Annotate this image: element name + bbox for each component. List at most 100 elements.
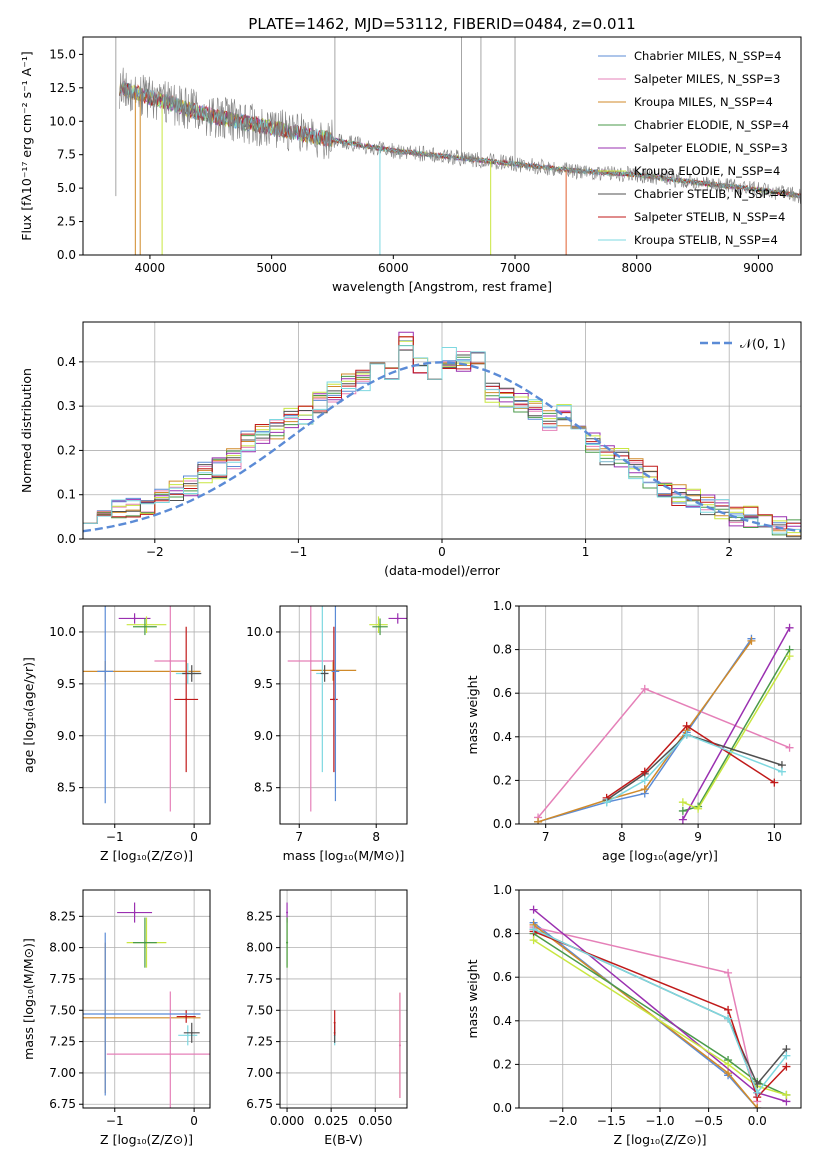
data-point — [143, 625, 146, 628]
data-point — [133, 911, 136, 914]
plus-marker — [678, 815, 687, 824]
y-axis-label: Flux [fλ10⁻¹⁷ erg cm⁻² s⁻¹ A⁻¹] — [19, 51, 34, 240]
y-tick-label: 7.00 — [246, 1066, 273, 1080]
series-line — [682, 649, 791, 812]
data-point — [186, 1034, 189, 1037]
x-axis-label: Z [log₁₀(Z/Z⊙)] — [100, 848, 193, 863]
x-tick-label: 9000 — [743, 261, 774, 275]
x-tick-label: 8 — [372, 830, 380, 844]
y-tick-label: 0.0 — [493, 1101, 512, 1115]
y-axis-label: mass weight — [465, 959, 480, 1038]
data-point — [379, 625, 382, 628]
x-tick-label: 0 — [438, 545, 446, 559]
x-tick-label: −2.0 — [548, 1114, 577, 1128]
axes-frame — [82, 321, 802, 540]
legend-label: Chabrier MILES, N_SSP=4 — [634, 49, 781, 63]
y-tick-label: 0.0 — [57, 532, 76, 546]
x-tick-label: −0.5 — [694, 1114, 723, 1128]
y-tick-label: 9.0 — [57, 729, 76, 743]
x-tick-label: 0.050 — [358, 1114, 392, 1128]
x-tick-label: 7 — [295, 830, 303, 844]
axes-frame — [279, 605, 408, 825]
legend-label: Chabrier STELIB, N_SSP=4 — [634, 187, 786, 201]
series-line — [682, 627, 791, 820]
y-tick-label: 0.1 — [57, 488, 76, 502]
x-tick-label: 0 — [190, 1114, 198, 1128]
data-point — [104, 1013, 107, 1016]
y-tick-label: 1.0 — [493, 883, 512, 897]
x-tick-label: −1 — [290, 545, 308, 559]
x-axis-label: wavelength [Angstrom, rest frame] — [332, 279, 552, 294]
legend-label: Salpeter ELODIE, N_SSP=3 — [634, 141, 788, 155]
plus-marker — [640, 767, 649, 776]
y-tick-label: 0.2 — [493, 773, 512, 787]
x-tick-label: 5000 — [256, 261, 287, 275]
x-axis-label: (data-model)/error — [384, 563, 501, 578]
plot-area-age_vs_Z — [83, 606, 202, 812]
y-tick-label: 0.2 — [57, 443, 76, 457]
y-tick-label: 0.4 — [57, 355, 76, 369]
x-tick-label: −1.0 — [645, 1114, 674, 1128]
y-tick-label: 0.4 — [493, 730, 512, 744]
plus-marker — [529, 936, 538, 945]
y-tick-label: 7.50 — [49, 1003, 76, 1017]
x-tick-label: 6000 — [378, 261, 409, 275]
data-point — [145, 623, 148, 626]
series-line — [533, 939, 787, 1096]
y-tick-label: 0.2 — [493, 1057, 512, 1071]
plus-marker — [640, 776, 649, 785]
y-tick-label: 9.5 — [57, 677, 76, 691]
data-point — [333, 1021, 336, 1024]
x-tick-label: −1 — [106, 830, 124, 844]
x-axis-label: Z [log₁₀(Z/Z⊙)] — [100, 1132, 193, 1147]
y-tick-label: 7.50 — [246, 1003, 273, 1017]
y-tick-label: 8.00 — [246, 941, 273, 955]
plus-marker — [724, 968, 733, 977]
data-point — [334, 670, 337, 673]
y-tick-label: 7.00 — [49, 1066, 76, 1080]
y-tick-label: 7.25 — [246, 1035, 273, 1049]
y-tick-label: 0.4 — [493, 1014, 512, 1028]
y-tick-label: 10.0 — [246, 625, 273, 639]
plot-area-mass_vs_Z — [83, 902, 210, 1108]
legend-label: Kroupa ELODIE, N_SSP=4 — [634, 164, 780, 178]
x-tick-label: 4000 — [135, 261, 166, 275]
y-tick-label: 0.8 — [493, 927, 512, 941]
data-point — [377, 623, 380, 626]
observed-spectrum — [119, 67, 801, 204]
plus-marker — [770, 778, 779, 787]
data-point — [398, 1044, 401, 1047]
y-tick-label: 5.0 — [57, 181, 76, 195]
data-point — [309, 660, 312, 663]
plot-area-age_vs_mass — [287, 606, 407, 812]
axes-frame — [82, 889, 211, 1109]
plus-marker — [785, 652, 794, 661]
plus-marker — [682, 721, 691, 730]
plus-marker — [678, 806, 687, 815]
x-axis-label: E(B-V) — [324, 1132, 363, 1147]
y-tick-label: 0.3 — [57, 399, 76, 413]
series-line — [533, 930, 787, 1099]
series-line — [606, 733, 783, 801]
y-tick-label: 12.5 — [49, 81, 76, 95]
series-line — [537, 687, 790, 818]
plus-marker — [529, 905, 538, 914]
y-tick-label: 8.00 — [49, 941, 76, 955]
y-tick-label: 6.75 — [246, 1097, 273, 1111]
plot-area-spectrum — [115, 37, 801, 255]
x-tick-label: 0.025 — [314, 1114, 348, 1128]
y-tick-label: 2.5 — [57, 215, 76, 229]
legend-label: Chabrier ELODIE, N_SSP=4 — [634, 118, 789, 132]
y-tick-label: 9.5 — [254, 677, 273, 691]
series-line — [682, 655, 791, 810]
data-point — [133, 617, 136, 620]
x-tick-label: 10 — [767, 830, 782, 844]
plot-area-mass_vs_ebv — [286, 902, 401, 1098]
y-tick-label: 0.0 — [493, 817, 512, 831]
y-tick-label: 0.6 — [493, 686, 512, 700]
plot-area-weight_vs_Z — [529, 905, 791, 1108]
plus-marker — [782, 1062, 791, 1071]
y-tick-label: 8.5 — [254, 781, 273, 795]
legend-label: Kroupa MILES, N_SSP=4 — [634, 95, 773, 109]
